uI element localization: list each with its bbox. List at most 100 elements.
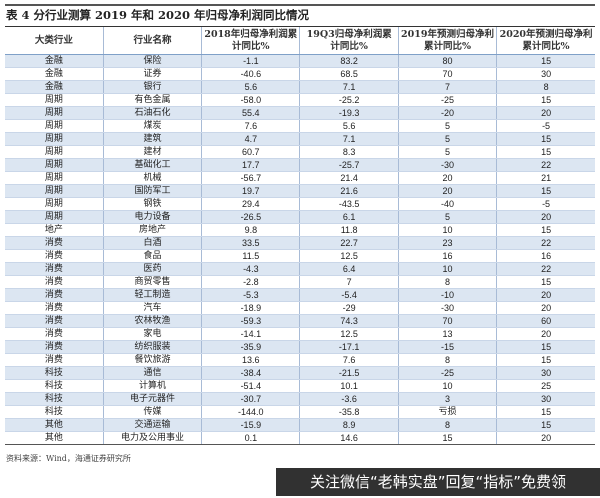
value-cell: -25 bbox=[397, 93, 497, 107]
category-cell: 周期 bbox=[5, 145, 104, 159]
category-cell: 消费 bbox=[5, 353, 104, 367]
category-cell: 消费 bbox=[5, 262, 104, 276]
value-cell: -25 bbox=[397, 366, 497, 380]
value-cell: -58.0 bbox=[201, 93, 300, 107]
table-row: 金融 银行 5.6 7.1 7 8 bbox=[5, 80, 595, 94]
table-row: 科技 电子元器件 -30.7 -3.6 3 30 bbox=[5, 392, 595, 406]
table-row: 周期 建材 60.7 8.3 5 15 bbox=[5, 145, 595, 159]
category-cell: 金融 bbox=[5, 54, 104, 68]
category-cell: 科技 bbox=[5, 392, 104, 406]
table-title: 表 4 分行业测算 2019 年和 2020 年归母净利润同比情况 bbox=[6, 8, 310, 22]
industry-cell: 餐饮旅游 bbox=[102, 353, 202, 367]
value-cell: 6.4 bbox=[299, 262, 399, 276]
industry-cell: 通信 bbox=[102, 366, 202, 380]
value-cell: 12.5 bbox=[299, 249, 399, 263]
value-cell: 7.6 bbox=[201, 119, 300, 133]
category-cell: 科技 bbox=[5, 405, 104, 419]
value-cell: 亏损 bbox=[397, 405, 497, 419]
value-cell: 29.4 bbox=[201, 197, 300, 211]
industry-cell: 保险 bbox=[102, 54, 202, 68]
category-cell: 消费 bbox=[5, 236, 104, 250]
value-cell: 15 bbox=[496, 54, 595, 68]
value-cell: 8.9 bbox=[299, 418, 399, 432]
value-cell: -1.1 bbox=[201, 54, 300, 68]
category-cell: 周期 bbox=[5, 184, 104, 198]
column-header: 19Q3归母净利润累计同比% bbox=[299, 26, 399, 55]
value-cell: -144.0 bbox=[201, 405, 300, 419]
value-cell: 30 bbox=[496, 366, 595, 380]
value-cell: -51.4 bbox=[201, 379, 300, 393]
value-cell: -35.8 bbox=[299, 405, 399, 419]
source-note: 资料来源：Wind，海通证券研究所 bbox=[6, 454, 131, 463]
value-cell: 16 bbox=[397, 249, 497, 263]
value-cell: 17.7 bbox=[201, 158, 300, 172]
industry-cell: 国防军工 bbox=[102, 184, 202, 198]
value-cell: 16 bbox=[496, 249, 595, 263]
value-cell: -26.5 bbox=[201, 210, 300, 224]
value-cell: 15 bbox=[496, 405, 595, 419]
category-cell: 周期 bbox=[5, 210, 104, 224]
value-cell: 11.5 bbox=[201, 249, 300, 263]
value-cell: 22.7 bbox=[299, 236, 399, 250]
value-cell: 15 bbox=[496, 145, 595, 159]
table-row: 周期 基础化工 17.7 -25.7 -30 22 bbox=[5, 158, 595, 172]
value-cell: 8 bbox=[397, 418, 497, 432]
table-row: 消费 餐饮旅游 13.6 7.6 8 15 bbox=[5, 353, 595, 367]
category-cell: 其他 bbox=[5, 418, 104, 432]
table-row: 消费 轻工制造 -5.3 -5.4 -10 20 bbox=[5, 288, 595, 302]
value-cell: -17.1 bbox=[299, 340, 399, 354]
table-row: 其他 电力及公用事业 0.1 14.6 15 20 bbox=[5, 431, 595, 445]
value-cell: 20 bbox=[397, 184, 497, 198]
value-cell: 3 bbox=[397, 392, 497, 406]
category-cell: 地产 bbox=[5, 223, 104, 237]
category-cell: 周期 bbox=[5, 158, 104, 172]
value-cell: -18.9 bbox=[201, 301, 300, 315]
value-cell: 11.8 bbox=[299, 223, 399, 237]
value-cell: 10 bbox=[397, 223, 497, 237]
table-row: 科技 计算机 -51.4 10.1 10 25 bbox=[5, 379, 595, 393]
value-cell: -20 bbox=[397, 106, 497, 120]
value-cell: -30 bbox=[397, 158, 497, 172]
column-header: 2018年归母净利润累计同比% bbox=[201, 26, 300, 55]
value-cell: -43.5 bbox=[299, 197, 399, 211]
watermark-banner: 关注微信“老韩实盘”回复“指标”免费领 bbox=[276, 468, 600, 496]
value-cell: 8 bbox=[397, 353, 497, 367]
value-cell: 60 bbox=[496, 314, 595, 328]
value-cell: -5 bbox=[496, 119, 595, 133]
value-cell: -5 bbox=[496, 197, 595, 211]
industry-cell: 电力设备 bbox=[102, 210, 202, 224]
industry-cell: 汽车 bbox=[102, 301, 202, 315]
value-cell: 55.4 bbox=[201, 106, 300, 120]
value-cell: 83.2 bbox=[299, 54, 399, 68]
value-cell: -14.1 bbox=[201, 327, 300, 341]
industry-cell: 食品 bbox=[102, 249, 202, 263]
industry-cell: 建筑 bbox=[102, 132, 202, 146]
value-cell: 70 bbox=[397, 314, 497, 328]
industry-cell: 证券 bbox=[102, 67, 202, 81]
value-cell: 7.1 bbox=[299, 80, 399, 94]
value-cell: -5.3 bbox=[201, 288, 300, 302]
value-cell: 13 bbox=[397, 327, 497, 341]
value-cell: 6.1 bbox=[299, 210, 399, 224]
value-cell: -15 bbox=[397, 340, 497, 354]
industry-cell: 石油石化 bbox=[102, 106, 202, 120]
industry-cell: 医药 bbox=[102, 262, 202, 276]
category-cell: 消费 bbox=[5, 340, 104, 354]
value-cell: 15 bbox=[496, 418, 595, 432]
value-cell: 15 bbox=[496, 132, 595, 146]
top-rule bbox=[5, 4, 595, 6]
table-row: 周期 石油石化 55.4 -19.3 -20 20 bbox=[5, 106, 595, 120]
category-cell: 金融 bbox=[5, 67, 104, 81]
value-cell: 23 bbox=[397, 236, 497, 250]
value-cell: 10 bbox=[397, 379, 497, 393]
value-cell: 0.1 bbox=[201, 431, 300, 445]
column-header: 2020年预测归母净利累计同比% bbox=[496, 26, 595, 55]
value-cell: 15 bbox=[496, 275, 595, 289]
table-row: 消费 商贸零售 -2.8 7 8 15 bbox=[5, 275, 595, 289]
value-cell: 21 bbox=[496, 171, 595, 185]
value-cell: 22 bbox=[496, 158, 595, 172]
table-row: 其他 交通运输 -15.9 8.9 8 15 bbox=[5, 418, 595, 432]
category-cell: 金融 bbox=[5, 80, 104, 94]
value-cell: 15 bbox=[397, 431, 497, 445]
value-cell: 70 bbox=[397, 67, 497, 81]
